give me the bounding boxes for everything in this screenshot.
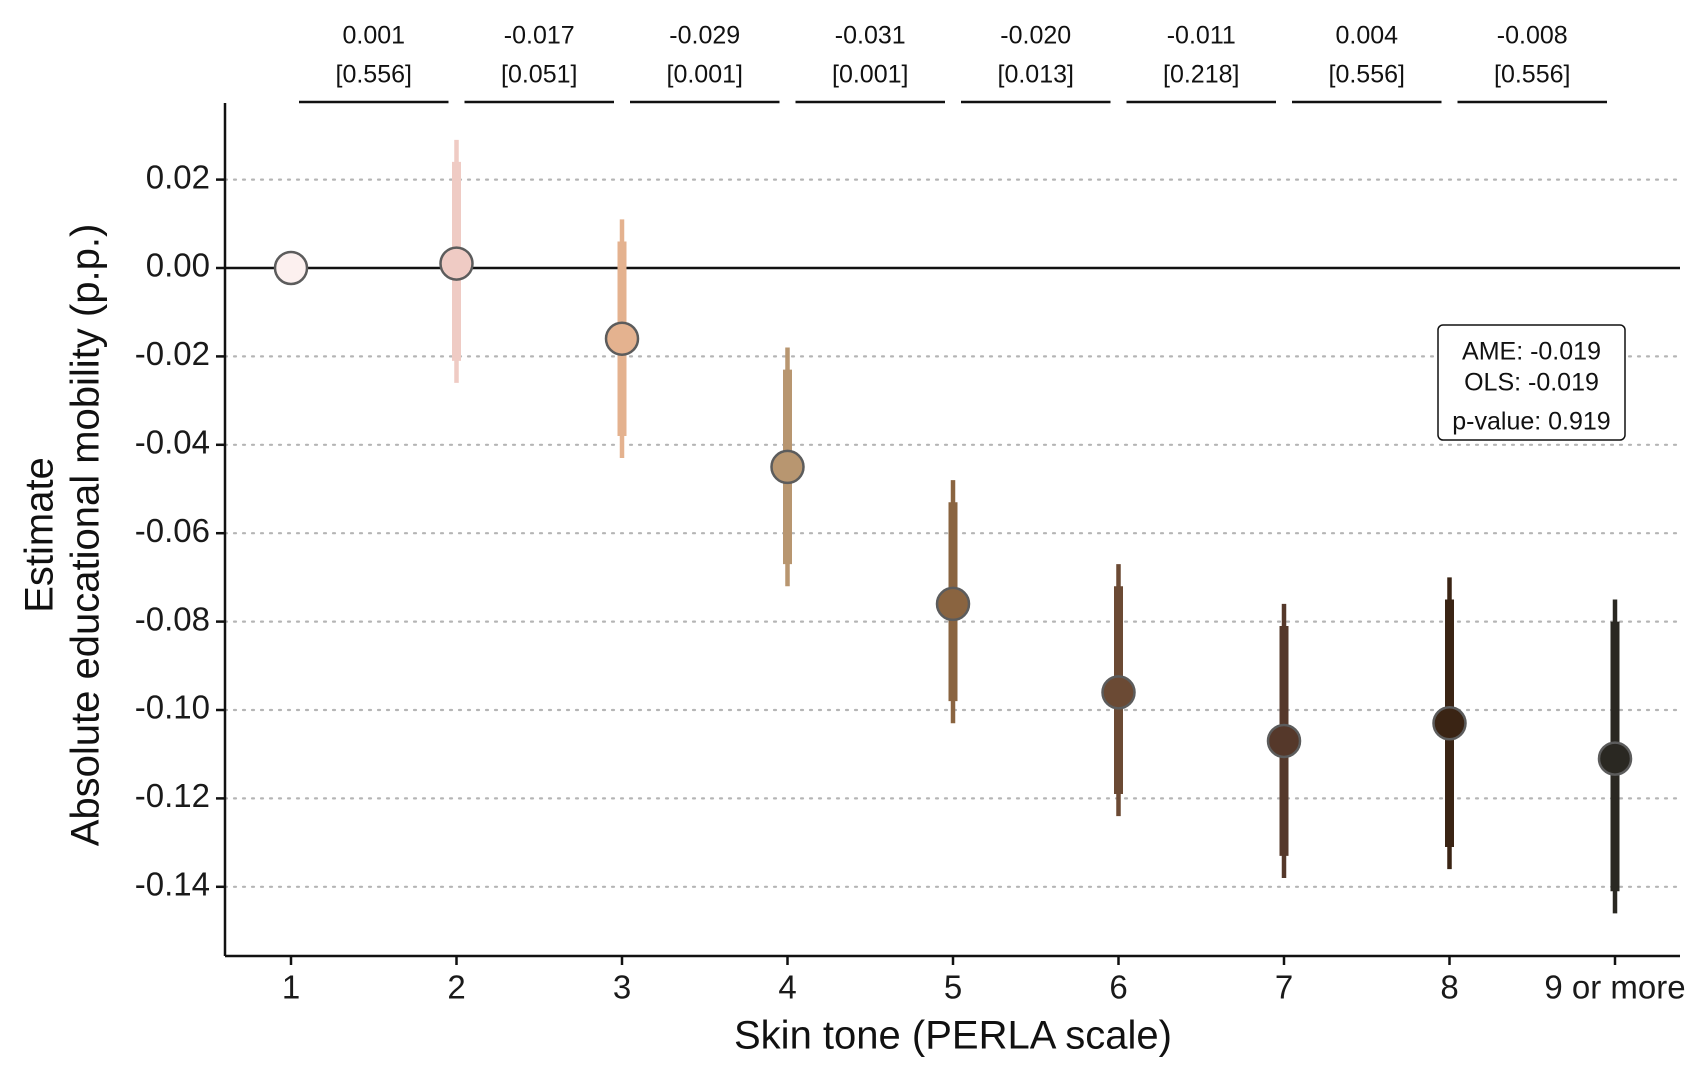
difference-pvalue: [0.556]	[1329, 61, 1405, 89]
estimate-point	[439, 246, 474, 281]
y-axis-ticks: 0.02 0.00 -0.02 -0.04 -0.06 -0.08 -0.10 -0.12 -0…	[135, 158, 225, 903]
difference-value: -0.011	[1167, 22, 1236, 50]
difference-value: -0.020	[1000, 22, 1071, 50]
difference-value: -0.017	[504, 22, 575, 50]
x-tick-label: 4	[778, 969, 796, 1006]
x-tick-label: 1	[282, 969, 300, 1006]
confidence-intervals	[452, 139, 1620, 914]
difference-value: 0.004	[1335, 22, 1398, 50]
estimate-point	[604, 321, 640, 356]
x-tick-label: 9 or more	[1544, 969, 1685, 1006]
estimate-point	[770, 449, 805, 485]
difference-pvalue: [0.556]	[336, 61, 412, 89]
x-tick-label: 5	[944, 969, 962, 1006]
summary-pvalue: p-value: 0.919	[1452, 408, 1610, 436]
y-tick-label: -0.02	[135, 335, 210, 372]
y-tick-label: -0.08	[135, 600, 210, 637]
difference-pvalue: [0.001]	[667, 61, 743, 89]
y-tick-label: -0.10	[135, 689, 210, 726]
estimate-point	[1597, 741, 1633, 776]
difference-pvalue: [0.556]	[1494, 61, 1570, 89]
x-axis-title: Skin tone (PERLA scale)	[734, 1014, 1172, 1058]
summary-box-frame	[1437, 324, 1626, 441]
y-tick-label: 0.00	[146, 247, 210, 284]
y-tick-label: -0.14	[135, 866, 210, 903]
estimate-point	[1101, 675, 1136, 710]
summary-ols: OLS: -0.019	[1464, 369, 1599, 397]
x-tick-label: 3	[613, 969, 631, 1006]
point-estimates	[273, 246, 1633, 776]
y-axis-title-line2: Absolute educational mobility (p.p.)	[64, 224, 108, 847]
difference-pvalue: [0.051]	[501, 61, 577, 89]
x-tick-label: 8	[1440, 969, 1458, 1006]
summary-box: AME: -0.019 OLS: -0.019 p-value: 0.919	[1437, 324, 1626, 441]
difference-pvalue: [0.218]	[1163, 61, 1239, 89]
y-axis-title-line1: Estimate	[18, 457, 62, 613]
summary-ame: AME: -0.019	[1462, 338, 1601, 366]
difference-value: -0.031	[835, 22, 906, 50]
estimate-point	[1432, 706, 1467, 741]
difference-value: 0.001	[342, 22, 405, 50]
y-tick-label: -0.04	[135, 424, 210, 461]
estimate-point	[273, 250, 309, 286]
x-tick-label: 6	[1109, 969, 1127, 1006]
estimate-point	[935, 586, 971, 622]
pairwise-difference-annotations: 0.001 [0.556] -0.017 [0.051] -0.029 [0.001] -0…	[299, 22, 1607, 104]
gridlines	[223, 178, 1682, 888]
estimate-point	[1266, 723, 1302, 759]
x-tick-label: 7	[1275, 969, 1293, 1006]
y-tick-label: -0.12	[135, 777, 210, 814]
y-tick-label: 0.02	[146, 158, 210, 195]
x-axis-ticks: 1 2 3 4 5 6 7 8 9 or more	[282, 956, 1686, 1006]
x-tick-label: 2	[447, 969, 465, 1006]
y-tick-label: -0.06	[135, 512, 210, 549]
difference-pvalue: [0.001]	[832, 61, 908, 89]
difference-value: -0.029	[669, 22, 740, 50]
difference-pvalue: [0.013]	[998, 61, 1074, 89]
difference-value: -0.008	[1497, 22, 1568, 50]
